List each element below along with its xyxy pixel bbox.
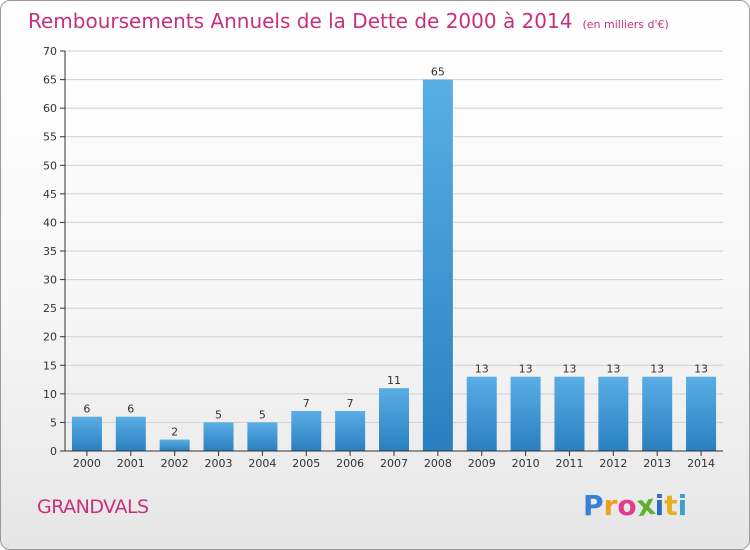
bar-2011 — [554, 376, 585, 451]
x-tick-label: 2014 — [687, 457, 715, 470]
logo-letter: r — [603, 489, 618, 522]
bar-2010 — [510, 376, 541, 451]
x-tick-label: 2009 — [468, 457, 496, 470]
y-tick-label: 5 — [50, 416, 57, 429]
x-tick-label: 2000 — [73, 457, 101, 470]
value-label: 7 — [347, 397, 354, 410]
bar-2009 — [466, 376, 497, 451]
chart-title-text: Remboursements Annuels de la Dette de 20… — [28, 9, 573, 33]
x-tick-label: 2013 — [643, 457, 671, 470]
x-tick-label: 2006 — [336, 457, 364, 470]
y-tick-label: 60 — [43, 102, 57, 115]
bar-2008 — [422, 79, 453, 452]
y-tick-label: 65 — [43, 74, 57, 87]
x-tick-label: 2003 — [205, 457, 233, 470]
y-tick-label: 35 — [43, 245, 57, 258]
x-tick-label: 2011 — [555, 457, 583, 470]
x-tick-label: 2012 — [599, 457, 627, 470]
bar-2007 — [379, 388, 409, 451]
bars — [71, 79, 717, 452]
value-label: 13 — [475, 363, 489, 376]
proxiti-logo: Proxiti — [583, 487, 688, 524]
x-tick-label: 2001 — [117, 457, 145, 470]
x-tick-label: 2010 — [512, 457, 540, 470]
bar-2002 — [159, 439, 190, 451]
bar-2003 — [203, 422, 234, 451]
bar-2000 — [71, 416, 102, 451]
y-tick-label: 45 — [43, 188, 57, 201]
value-label: 65 — [431, 66, 445, 79]
chart-subtitle: (en milliers d'€) — [582, 18, 669, 31]
commune-name: GRANDVALS — [37, 496, 149, 518]
y-tick-label: 40 — [43, 216, 57, 229]
value-label: 13 — [650, 363, 664, 376]
logo-letter: i — [654, 489, 665, 522]
value-label: 5 — [215, 408, 222, 421]
x-tick-label: 2005 — [292, 457, 320, 470]
logo-letter: o — [617, 489, 637, 522]
value-label: 2 — [171, 426, 178, 439]
y-tick-label: 70 — [43, 45, 57, 58]
bar-2012 — [598, 376, 629, 451]
y-tick-label: 55 — [43, 131, 57, 144]
chart-title: Remboursements Annuels de la Dette de 20… — [28, 9, 669, 33]
x-tick-label: 2004 — [248, 457, 276, 470]
y-tick-label: 10 — [43, 388, 57, 401]
value-label: 13 — [694, 363, 708, 376]
bar-2004 — [247, 422, 278, 451]
bar-2013 — [642, 376, 673, 451]
y-tick-label: 25 — [43, 302, 57, 315]
value-label: 11 — [387, 374, 401, 387]
logo-letter: t — [664, 489, 678, 522]
bar-2001 — [115, 416, 146, 451]
bar-2005 — [291, 411, 322, 451]
y-tick-label: 15 — [43, 359, 57, 372]
x-tick-label: 2007 — [380, 457, 408, 470]
value-label: 13 — [562, 363, 576, 376]
value-label: 13 — [519, 363, 533, 376]
logo-letter: x — [634, 487, 657, 524]
logo-letter: i — [677, 489, 688, 522]
x-tick-label: 2002 — [161, 457, 189, 470]
value-label: 6 — [83, 403, 90, 416]
x-tick-label: 2008 — [424, 457, 452, 470]
bar-2014 — [686, 376, 717, 451]
bar-2006 — [335, 411, 366, 451]
value-label: 5 — [259, 408, 266, 421]
value-label: 7 — [303, 397, 310, 410]
logo-letter: P — [583, 489, 604, 522]
value-label: 6 — [127, 403, 134, 416]
y-tick-label: 30 — [43, 274, 57, 287]
y-tick-label: 0 — [50, 445, 57, 458]
y-tick-label: 20 — [43, 331, 57, 344]
grid-lines — [65, 50, 723, 423]
value-label: 13 — [606, 363, 620, 376]
y-tick-label: 50 — [43, 159, 57, 172]
value-labels: 6 6 2 5 5 7 7 11 65 13 13 13 13 13 13 — [83, 66, 708, 439]
